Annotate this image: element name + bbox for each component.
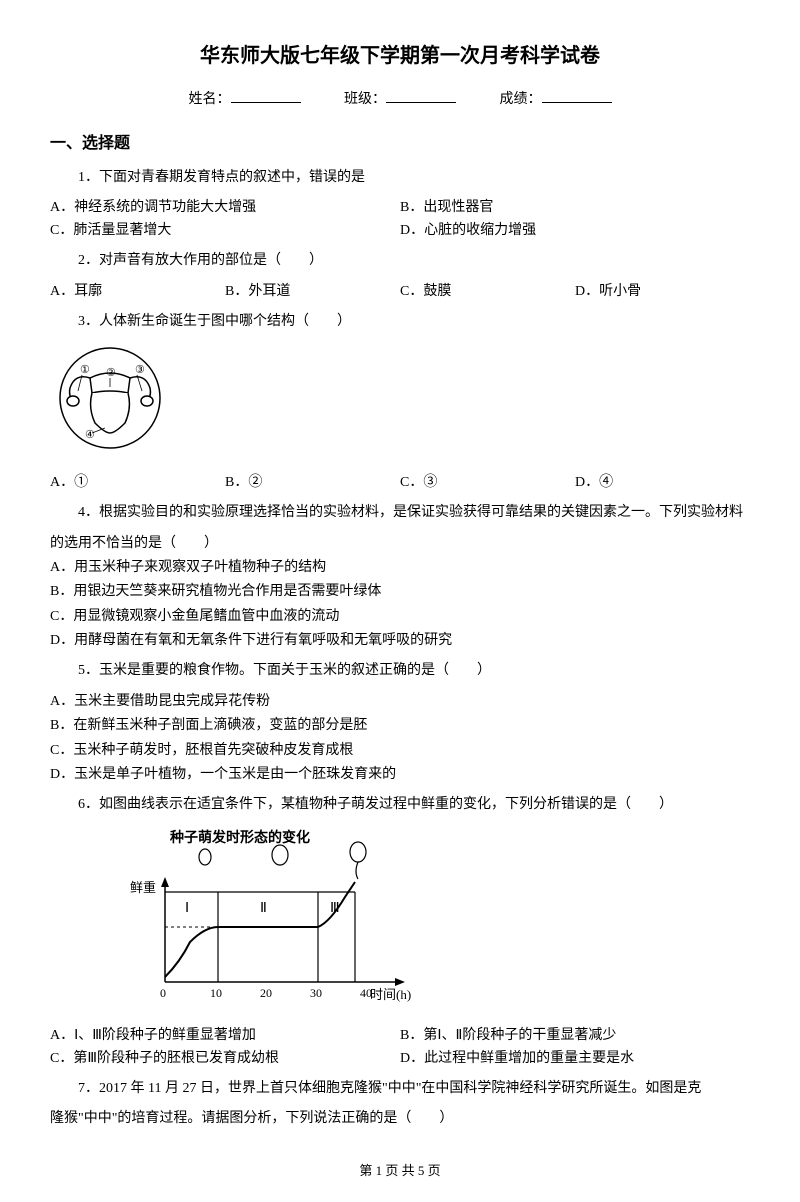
q6-opt-b: B．第Ⅰ、Ⅱ阶段种子的干重显著减少	[400, 1025, 750, 1047]
q7-stem2: 隆猴"中中"的培育过程。请据图分析，下列说法正确的是（ ）	[50, 1108, 750, 1130]
q5-stem: 5．玉米是重要的粮食作物。下面关于玉米的叙述正确的是（ ）	[50, 660, 750, 682]
q6-chart: 种子萌发时形态的变化 鲜重 时间(h) 0 10 20 30 40 Ⅰ Ⅱ Ⅲ	[110, 827, 750, 1015]
exam-title: 华东师大版七年级下学期第一次月考科学试卷	[50, 40, 750, 72]
q7-stem: 7．2017 年 11 月 27 日，世界上首只体细胞克隆猴"中中"在中国科学院…	[50, 1078, 750, 1100]
svg-text:30: 30	[310, 986, 322, 1000]
q3-label-3: ③	[135, 364, 145, 376]
q1-options: A．神经系统的调节功能大大增强 B．出现性器官 C．肺活量显著增大 D．心脏的收…	[50, 197, 750, 242]
q3-label-4: ④	[85, 429, 95, 441]
q6-region-2: Ⅱ	[260, 901, 267, 916]
class-blank[interactable]	[386, 87, 456, 103]
q5-options: A．玉米主要借助昆虫完成异花传粉 B．在新鲜玉米种子剖面上滴碘液，变蓝的部分是胚…	[50, 691, 750, 787]
q6-opt-a: A．Ⅰ、Ⅲ阶段种子的鲜重显著增加	[50, 1025, 400, 1047]
q2-opt-c: C．鼓膜	[400, 281, 575, 303]
q2-opt-a: A．耳廓	[50, 281, 225, 303]
section-1-title: 一、选择题	[50, 131, 750, 157]
q3-label-1: ①	[80, 364, 90, 376]
student-info-row: 姓名： 班级： 成绩：	[50, 87, 750, 111]
q5-opt-a: A．玉米主要借助昆虫完成异花传粉	[50, 691, 750, 713]
page-footer: 第 1 页 共 5 页	[50, 1161, 750, 1182]
sprout-icon	[350, 842, 366, 879]
q6-opt-c: C．第Ⅲ阶段种子的胚根已发育成幼根	[50, 1048, 400, 1070]
q6-xlabel: 时间(h)	[370, 987, 411, 1002]
q3-options: A．① B．② C．③ D．④	[50, 472, 750, 494]
score-label: 成绩：	[500, 92, 542, 107]
name-blank[interactable]	[231, 87, 301, 103]
q3-opt-b: B．②	[225, 472, 400, 494]
score-blank[interactable]	[542, 87, 612, 103]
q2-opt-b: B．外耳道	[225, 281, 400, 303]
q4-options: A．用玉米种子来观察双子叶植物种子的结构 B．用银边天竺葵来研究植物光合作用是否…	[50, 557, 750, 653]
class-label: 班级：	[344, 92, 386, 107]
q6-opt-d: D．此过程中鲜重增加的重量主要是水	[400, 1048, 750, 1070]
q6-region-1: Ⅰ	[185, 901, 189, 916]
q4-opt-a: A．用玉米种子来观察双子叶植物种子的结构	[50, 557, 750, 579]
q3-opt-d: D．④	[575, 472, 750, 494]
q3-opt-a: A．①	[50, 472, 225, 494]
q3-stem: 3．人体新生命诞生于图中哪个结构（ ）	[50, 311, 750, 333]
q3-diagram: ① ② ③ ④	[50, 343, 750, 461]
q1-opt-c: C．肺活量显著增大	[50, 220, 400, 242]
q1-stem: 1．下面对青春期发育特点的叙述中，错误的是	[50, 167, 750, 189]
q6-options: A．Ⅰ、Ⅲ阶段种子的鲜重显著增加 B．第Ⅰ、Ⅱ阶段种子的干重显著减少 C．第Ⅲ阶…	[50, 1025, 750, 1070]
q2-options: A．耳廓 B．外耳道 C．鼓膜 D．听小骨	[50, 281, 750, 303]
q5-opt-c: C．玉米种子萌发时，胚根首先突破种皮发育成根	[50, 740, 750, 762]
q2-opt-d: D．听小骨	[575, 281, 750, 303]
q6-ylabel: 鲜重	[130, 880, 156, 895]
q4-opt-c: C．用显微镜观察小金鱼尾鳍血管中血液的流动	[50, 606, 750, 628]
svg-text:40: 40	[360, 986, 372, 1000]
svg-text:10: 10	[210, 986, 222, 1000]
q6-stem: 6．如图曲线表示在适宜条件下，某植物种子萌发过程中鲜重的变化，下列分析错误的是（…	[50, 794, 750, 816]
name-label: 姓名：	[189, 92, 231, 107]
q5-opt-b: B．在新鲜玉米种子剖面上滴碘液，变蓝的部分是胚	[50, 715, 750, 737]
q4-opt-d: D．用酵母菌在有氧和无氧条件下进行有氧呼吸和无氧呼吸的研究	[50, 630, 750, 652]
q5-opt-d: D．玉米是单子叶植物，一个玉米是由一个胚珠发育来的	[50, 764, 750, 786]
q4-stem: 4．根据实验目的和实验原理选择恰当的实验材料，是保证实验获得可靠结果的关键因素之…	[50, 502, 750, 524]
q3-label-2: ②	[106, 367, 116, 379]
svg-text:20: 20	[260, 986, 272, 1000]
q2-stem: 2．对声音有放大作用的部位是（ ）	[50, 250, 750, 272]
svg-text:0: 0	[160, 986, 166, 1000]
q1-opt-a: A．神经系统的调节功能大大增强	[50, 197, 400, 219]
q4-opt-b: B．用银边天竺葵来研究植物光合作用是否需要叶绿体	[50, 581, 750, 603]
q1-opt-d: D．心脏的收缩力增强	[400, 220, 750, 242]
q1-opt-b: B．出现性器官	[400, 197, 750, 219]
q3-opt-c: C．③	[400, 472, 575, 494]
q6-chart-title: 种子萌发时形态的变化	[169, 829, 310, 846]
q4-stem2: 的选用不恰当的是（ ）	[50, 533, 750, 555]
